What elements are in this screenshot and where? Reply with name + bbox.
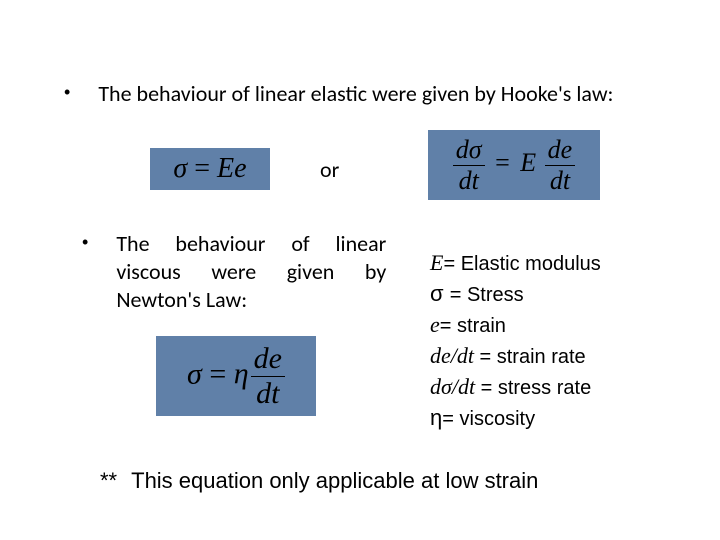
- legend-sym-eta: η: [430, 405, 442, 430]
- legend-def-dsdt: stress rate: [498, 377, 591, 399]
- sigma-3: σ: [187, 357, 202, 390]
- de-2: de: [251, 342, 285, 376]
- e-symbol-1: e: [234, 153, 246, 184]
- legend-line-E: E= Elastic modulus: [430, 248, 601, 279]
- legend-def-dedt: strain rate: [497, 346, 586, 368]
- footnote: ** This equation only applicable at low s…: [100, 468, 538, 494]
- legend-sym-E: E: [430, 250, 443, 275]
- legend-sym-dedt: de/dt: [430, 343, 480, 368]
- bullet-1: • The behaviour of linear elastic were g…: [64, 80, 664, 108]
- bullet-2-text: The behaviour of linear viscous were giv…: [116, 230, 386, 314]
- legend-def-e: strain: [457, 315, 506, 337]
- equation-newton-content: σ = η de dt: [187, 342, 285, 411]
- d-1: d: [456, 135, 469, 164]
- or-label: or: [320, 156, 339, 183]
- footnote-text: This equation only applicable at low str…: [131, 468, 538, 493]
- legend-eq-1: =: [443, 253, 460, 275]
- legend-sym-sigma: σ: [430, 281, 450, 306]
- equation-newton: σ = η de dt: [156, 336, 316, 416]
- legend-eq-4: =: [480, 346, 497, 368]
- bullet-dot-2: •: [82, 230, 88, 254]
- sigma-2: σ: [469, 135, 482, 164]
- equation-hooke-rate: dσ dt = E de dt: [428, 130, 600, 200]
- equals-3: =: [202, 357, 234, 390]
- equation-hooke: σ = Ee: [150, 148, 270, 190]
- legend-def-sigma: Stress: [467, 284, 524, 306]
- frac-dsigma-dt: dσ dt: [453, 135, 485, 196]
- legend-def-eta: viscosity: [460, 408, 536, 430]
- legend-line-eta: η= viscosity: [430, 403, 601, 434]
- eta-symbol: η: [234, 357, 251, 390]
- E-symbol-1: E: [217, 153, 234, 184]
- E-symbol-2: E: [520, 148, 538, 177]
- sigma-symbol: σ: [173, 153, 187, 184]
- bullet-2: • The behaviour of linear viscous were g…: [82, 230, 402, 314]
- bullet-dot-1: •: [64, 80, 70, 104]
- legend-sym-e: e: [430, 312, 440, 337]
- dt-1: dt: [453, 165, 485, 196]
- equation-hooke-rate-content: dσ dt = E de dt: [453, 135, 575, 196]
- legend-eq-3: =: [440, 315, 457, 337]
- legend-line-dsdt: dσ/dt = stress rate: [430, 372, 601, 403]
- dt-3: dt: [251, 376, 285, 411]
- equals-1: =: [187, 153, 217, 184]
- bullet-1-text: The behaviour of linear elastic were giv…: [98, 80, 613, 108]
- legend-sym-dsdt: dσ/dt: [430, 374, 481, 399]
- de-1: de: [545, 135, 576, 165]
- legend: E= Elastic modulus σ = Stress e= strain …: [430, 248, 601, 434]
- legend-eq-6: =: [442, 408, 459, 430]
- slide: • The behaviour of linear elastic were g…: [0, 0, 720, 540]
- equals-2: =: [491, 148, 520, 177]
- frac-de-dt-2: de dt: [251, 342, 285, 411]
- frac-de-dt-1: de dt: [545, 135, 576, 196]
- footnote-stars: **: [100, 468, 117, 493]
- legend-eq-5: =: [481, 377, 498, 399]
- equation-hooke-content: σ = Ee: [173, 153, 246, 185]
- legend-def-E: Elastic modulus: [461, 253, 601, 275]
- legend-line-e: e= strain: [430, 310, 601, 341]
- legend-line-dedt: de/dt = strain rate: [430, 341, 601, 372]
- legend-line-sigma: σ = Stress: [430, 279, 601, 310]
- dt-2: dt: [545, 165, 576, 196]
- legend-eq-2: =: [450, 284, 467, 306]
